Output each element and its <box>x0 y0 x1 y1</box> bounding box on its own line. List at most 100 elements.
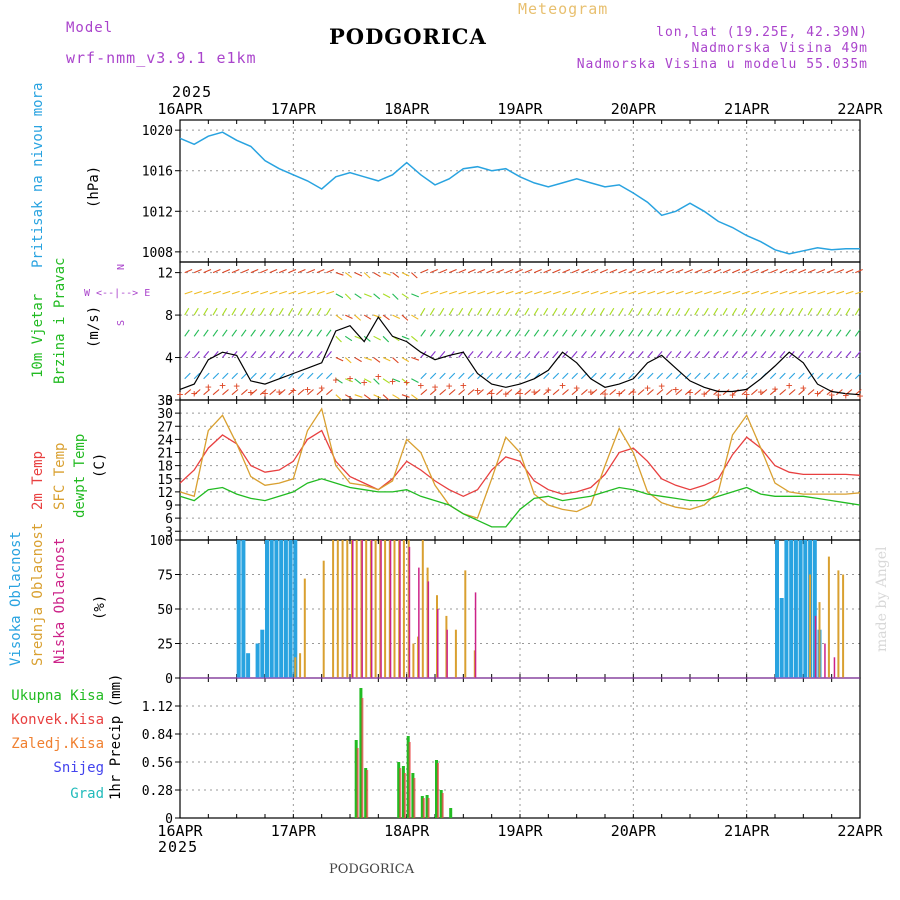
cloud-bar-0 <box>293 540 298 678</box>
wind-arrow <box>373 293 381 300</box>
wind-arrow <box>429 389 437 396</box>
bottom-day-label: 20APR <box>611 822 657 840</box>
wind-arrow <box>599 389 607 396</box>
wind-arrow <box>335 272 344 276</box>
wind-arrow <box>581 290 590 295</box>
wind-arrow <box>703 389 711 396</box>
wind-arrow <box>212 372 220 380</box>
wind-arrow <box>628 389 636 396</box>
cloud-ytick-label: 0 <box>165 672 173 687</box>
wind-arrow <box>562 307 568 316</box>
cloud-bar-0 <box>775 540 779 678</box>
wind-arrow <box>307 268 316 274</box>
wind-arrow <box>807 389 815 396</box>
wind-arrow <box>496 389 503 396</box>
wind-arrow <box>543 351 550 358</box>
wind-arrow <box>307 351 314 358</box>
wind-arrow <box>401 293 409 299</box>
wind-arrow <box>628 307 634 316</box>
temperature-ytick-label: 24 <box>157 433 173 448</box>
bottom-day-label: 18APR <box>384 822 430 840</box>
wind-arrow <box>732 351 739 358</box>
wind-arrow <box>344 335 353 342</box>
wind-arrow <box>203 329 209 337</box>
wind-arrow <box>203 290 212 295</box>
wind-arrow <box>628 372 635 380</box>
wind-arrow <box>665 329 672 337</box>
wind-arrow <box>788 389 796 396</box>
temperature-ytick-label: 18 <box>157 460 173 475</box>
wind-arrow <box>515 290 524 295</box>
cloud-bar-2 <box>399 540 401 678</box>
wind-arrow <box>231 372 238 380</box>
wind-arrow <box>609 290 618 295</box>
wind-arrow <box>354 357 362 363</box>
wind-gust-mark: + <box>205 381 212 394</box>
wind-arrow <box>411 335 418 342</box>
wind-arrow <box>798 268 807 274</box>
wind-arrow <box>241 389 248 396</box>
wind-arrow <box>325 351 332 358</box>
wind-gust-mark: + <box>701 388 708 401</box>
precip-ytick-label: 0.56 <box>142 756 173 771</box>
wind-arrow <box>845 290 854 295</box>
wind-arrow <box>335 335 342 343</box>
wind-arrow <box>411 357 420 361</box>
cloud-bar-0 <box>789 540 794 678</box>
wind-arrow <box>760 351 767 358</box>
cloud-bar-1 <box>374 540 377 678</box>
wind-arrow <box>269 329 275 337</box>
wind-arrow <box>222 290 231 295</box>
wind-gust-mark: + <box>318 382 325 395</box>
wind-arrow <box>713 290 722 295</box>
wind-arrow <box>382 335 390 343</box>
temperature-ytick-label: 33 <box>157 394 173 409</box>
wind-arrow <box>495 307 501 316</box>
wind-arrow <box>628 351 635 358</box>
wind-arrow <box>817 372 824 380</box>
wind-arrow <box>609 307 615 316</box>
wind-arrow <box>467 389 475 396</box>
precip-total-bar <box>411 773 415 818</box>
wind-arrow <box>439 351 446 358</box>
legend-snow: Snijeg <box>53 760 104 776</box>
wind-arrow <box>250 290 259 295</box>
wind-arrow <box>854 372 862 380</box>
wind-arrow <box>411 378 419 383</box>
wind-arrow <box>297 389 305 396</box>
wind-arrow <box>505 290 514 295</box>
wind-arrow <box>514 329 521 337</box>
wind-gust-mark: + <box>828 389 835 402</box>
wind-arrow <box>703 290 712 295</box>
wind-arrow <box>477 307 483 316</box>
wind-arrow <box>694 329 700 337</box>
wind-arrow <box>401 272 410 277</box>
precip-ytick-label: 0 <box>165 812 173 827</box>
wind-arrow <box>260 290 269 295</box>
legend-hail: Grad <box>70 786 104 802</box>
wind-arrow <box>439 307 445 316</box>
wind-arrow <box>524 372 531 380</box>
wind-arrow <box>486 389 494 396</box>
cloud-bar-2 <box>380 540 382 678</box>
wind-arrow <box>297 307 303 316</box>
wind-arrow <box>533 389 541 396</box>
wind-arrow <box>240 307 246 316</box>
wind-arrow <box>316 290 325 295</box>
wind-arrow <box>599 351 606 358</box>
cloud-bar-2 <box>389 540 392 678</box>
wind-arrow <box>750 351 757 358</box>
wind-gust-mark: + <box>729 389 736 402</box>
wind-arrow <box>571 329 578 337</box>
wind-arrow <box>363 357 372 361</box>
wind-gust-mark: + <box>248 386 255 399</box>
wind-arrow <box>458 389 466 396</box>
wind-arrow <box>203 268 212 274</box>
wind-arrow <box>590 389 598 396</box>
cloud-bar-0 <box>274 540 279 678</box>
wind-arrow <box>552 372 560 380</box>
wind-gust-mark: + <box>843 389 850 402</box>
wind-arrow <box>628 329 634 337</box>
wind-arrow <box>713 307 719 316</box>
wind-arrow <box>571 307 577 316</box>
